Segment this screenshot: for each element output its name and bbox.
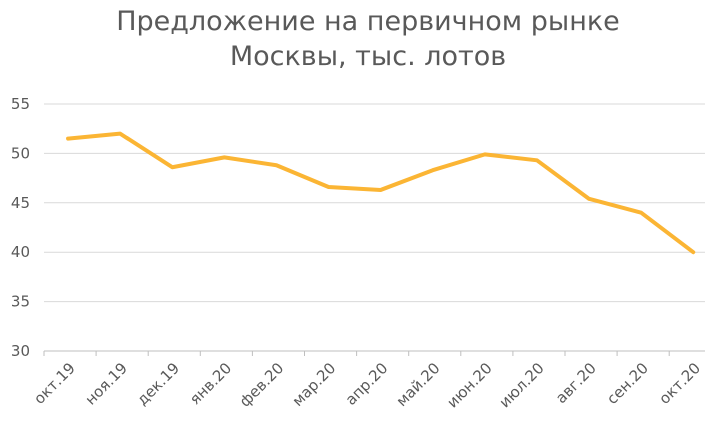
chart-title: Москвы, тыс. лотов [230, 41, 506, 72]
x-tick-label: окт.20 [655, 359, 704, 408]
x-tick-label: янв.20 [186, 359, 235, 408]
x-tick-label: май.20 [393, 359, 444, 410]
x-tick-label: июн.20 [443, 359, 495, 411]
x-tick-label: ноя.19 [82, 359, 131, 408]
x-tick-label: окт.19 [30, 359, 79, 408]
y-tick-label: 45 [11, 194, 30, 212]
y-tick-label: 40 [11, 243, 30, 261]
y-tick-label: 30 [11, 342, 30, 360]
chart-title: Предложение на первичном рынке [116, 6, 620, 37]
x-tick-label: мар.20 [289, 359, 340, 410]
x-tick-label: июл.20 [496, 359, 548, 411]
x-tick-label: дек.19 [133, 359, 183, 409]
y-tick-label: 35 [11, 293, 30, 311]
x-tick-label: фев.20 [236, 359, 287, 410]
data-line [66, 131, 696, 255]
y-tick-label: 50 [11, 144, 30, 162]
x-tick-label: апр.20 [342, 359, 392, 409]
y-tick-label: 55 [11, 95, 30, 113]
x-tick-label: сен.20 [603, 359, 652, 408]
x-tick-label: авг.20 [552, 359, 600, 407]
